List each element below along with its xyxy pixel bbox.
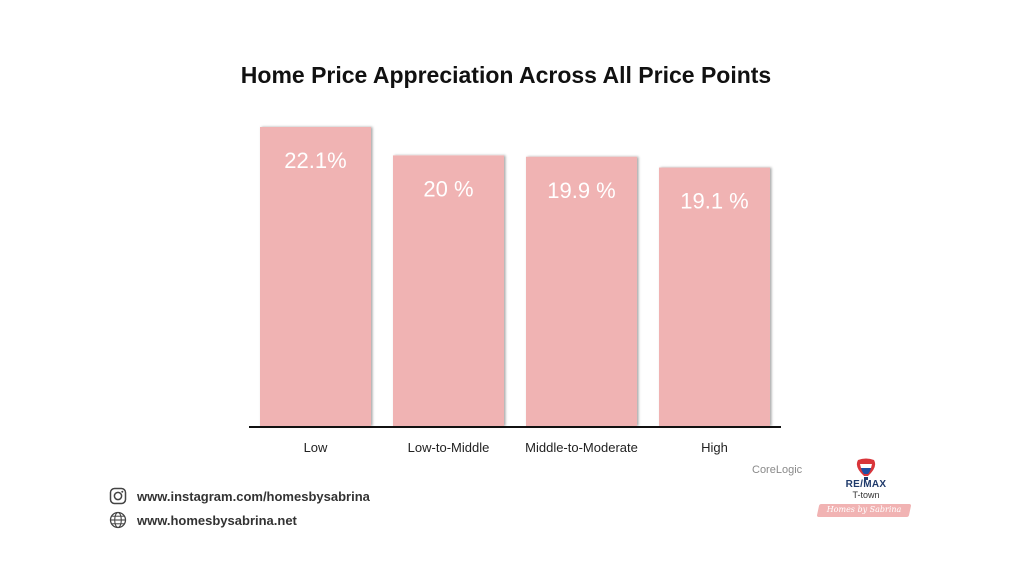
remax-brand: RE/MAX	[845, 479, 887, 490]
category-label: Middle-to-Moderate	[525, 440, 638, 455]
remax-office: T-town	[852, 490, 880, 500]
remax-logo: RE/MAX T-town Homes by Sabrina	[812, 458, 922, 522]
bar-chart: 22.1% Low 20 % Low-to-Middle 19.9 % Middle-to…	[249, 127, 781, 455]
bar-low-to-middle	[393, 155, 504, 427]
website-contact[interactable]: www.homesbysabrina.net	[109, 511, 297, 529]
data-label: 20 %	[423, 176, 473, 201]
data-label: 22.1%	[284, 148, 346, 173]
category-label: Low	[304, 440, 328, 455]
balloon-icon	[856, 458, 876, 480]
instagram-link[interactable]: www.instagram.com/homesbysabrina	[137, 488, 370, 504]
website-link[interactable]: www.homesbysabrina.net	[137, 512, 297, 528]
bar-high	[659, 167, 770, 426]
instagram-contact[interactable]: www.instagram.com/homesbysabrina	[109, 487, 370, 505]
instagram-icon	[109, 487, 127, 505]
bar-middle-to-moderate	[526, 156, 637, 426]
category-label: Low-to-Middle	[408, 440, 490, 455]
data-label: 19.9 %	[547, 178, 616, 203]
bar-low	[260, 127, 371, 426]
globe-icon	[109, 511, 127, 529]
source-label: CoreLogic	[752, 464, 803, 476]
signature-script: Homes by Sabrina	[826, 505, 902, 514]
category-label: High	[701, 440, 728, 455]
chart-title: Home Price Appreciation Across All Price…	[240, 62, 772, 88]
data-label: 19.1 %	[680, 189, 749, 214]
